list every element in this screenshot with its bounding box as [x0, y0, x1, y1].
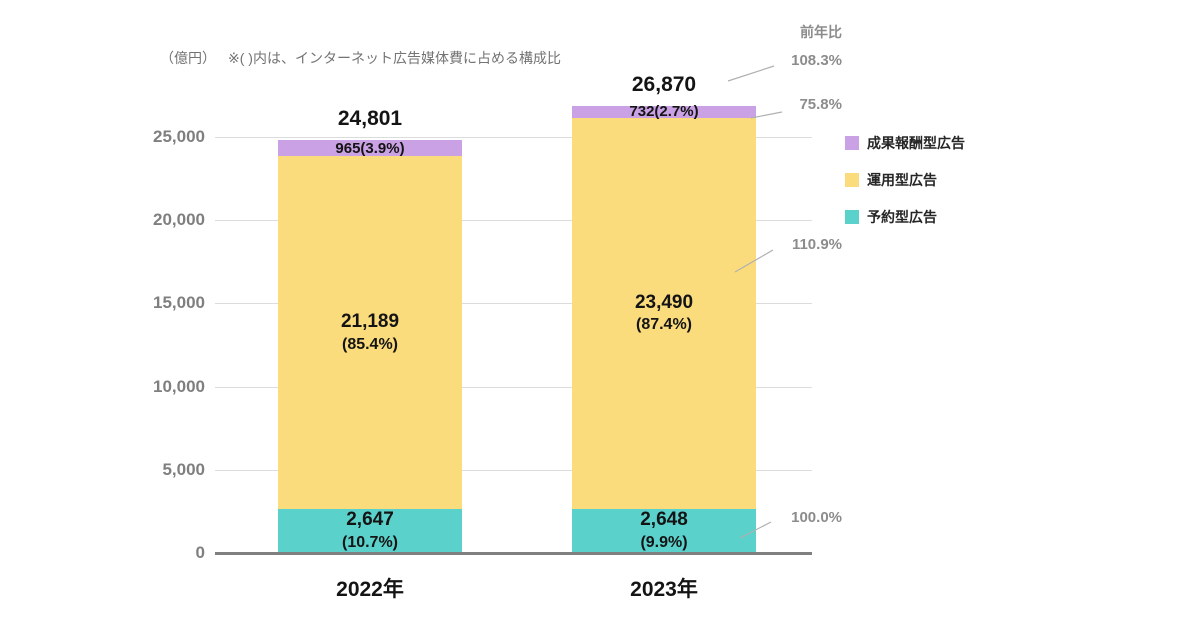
bar-total-label: 24,801 [337, 107, 403, 131]
segment-value-label: (87.4%) [635, 316, 693, 334]
segment-value-label: 23,490 [634, 291, 694, 313]
segment-value-label: (85.4%) [341, 335, 399, 353]
y-axis-tick-label: 20,000 [153, 210, 205, 230]
gridline [215, 386, 812, 388]
legend-item-programmatic: 運用型広告 [845, 172, 965, 188]
segment-value-label: 21,189 [340, 310, 400, 332]
yoy-header-label: 前年比 [800, 24, 842, 40]
legend-item-performance: 成果報酬型広告 [845, 135, 965, 151]
segment-value-label: (10.7%) [341, 533, 399, 551]
x-axis-line [215, 552, 812, 555]
legend-label: 成果報酬型広告 [867, 135, 965, 151]
yoy-programmatic-value: 110.9% [791, 236, 842, 253]
yoy-reserved-value: 100.0% [791, 509, 842, 526]
y-axis-tick-label: 10,000 [153, 376, 205, 396]
segment-value-label: 965(3.9%) [335, 139, 405, 157]
segment-value-label: (9.9%) [640, 533, 688, 551]
bar-total-label: 26,870 [631, 72, 697, 96]
chart-legend: 成果報酬型広告 運用型広告 予約型広告 [845, 135, 965, 247]
bar-segment-運用型広告: 23,490 (87.4%) [572, 118, 756, 509]
legend-label: 運用型広告 [867, 172, 937, 188]
y-axis-tick-label: 25,000 [153, 127, 205, 146]
x-axis-category-label: 2023年 [630, 578, 698, 601]
gridline [215, 137, 812, 138]
gridline [215, 220, 812, 222]
y-axis-tick-label: 0 [195, 543, 205, 562]
segment-value-label: 2,647 [346, 509, 394, 531]
legend-swatch-performance [845, 136, 859, 150]
yoy-performance-value: 75.8% [799, 96, 842, 113]
gridline [215, 303, 812, 305]
gridline [215, 469, 812, 471]
legend-item-reserved: 予約型広告 [845, 209, 965, 225]
bar-segment-成果報酬型広告: 732(2.7%) [572, 103, 756, 121]
legend-label: 予約型広告 [867, 209, 937, 225]
legend-swatch-reserved [845, 210, 859, 224]
y-axis-tick-label: 15,000 [153, 293, 205, 313]
yoy-total-value: 108.3% [791, 52, 842, 69]
segment-value-label: 2,648 [640, 509, 688, 531]
legend-swatch-programmatic [845, 173, 859, 187]
bar-segment-成果報酬型広告: 965(3.9%) [278, 139, 462, 157]
y-axis-tick-label: 5,000 [162, 459, 205, 479]
chart-note: ※( )内は、インターネット広告媒体費に占める構成比 [228, 50, 561, 66]
segment-value-label: 732(2.7%) [629, 103, 699, 121]
x-axis-category-label: 2022年 [336, 578, 404, 601]
bar-segment-予約型広告: 2,647 (10.7%) [278, 508, 462, 553]
y-axis-unit-label: （億円） [160, 50, 216, 66]
bar-segment-予約型広告: 2,648 (9.9%) [572, 508, 756, 553]
bar-segment-運用型広告: 21,189 (85.4%) [278, 156, 462, 509]
